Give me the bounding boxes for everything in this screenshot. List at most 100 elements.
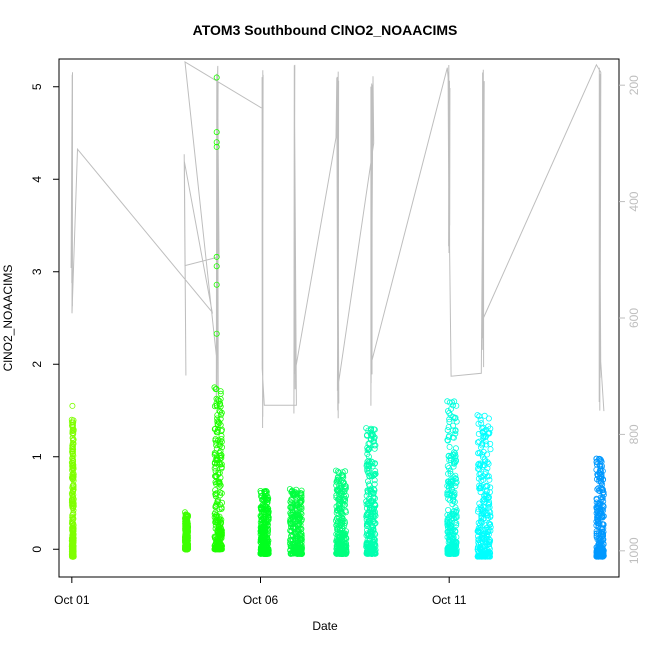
data-point	[218, 490, 225, 497]
x-tick-label: Oct 01	[54, 593, 90, 607]
data-point	[453, 514, 460, 521]
data-point	[337, 517, 344, 524]
y2-tick-label: 600	[627, 308, 641, 328]
y2-tick-label: 800	[627, 424, 641, 444]
data-point	[368, 550, 375, 557]
data-point	[341, 536, 348, 543]
data-point	[451, 519, 458, 526]
data-point	[70, 486, 77, 493]
data-point	[599, 467, 606, 474]
data-point	[212, 456, 219, 463]
data-point	[482, 483, 489, 490]
y-tick-label: 5	[30, 83, 44, 90]
data-point-outlier	[213, 129, 220, 136]
data-point	[448, 550, 455, 557]
data-point-outlier	[213, 263, 220, 270]
data-point	[366, 487, 373, 494]
data-point	[212, 491, 219, 498]
data-point	[70, 526, 77, 533]
data-point	[292, 521, 299, 528]
data-point	[445, 506, 452, 513]
data-point	[363, 513, 370, 520]
data-point	[343, 548, 350, 555]
data-point	[476, 485, 483, 492]
data-point	[598, 471, 605, 478]
data-point	[367, 488, 374, 495]
data-point	[287, 516, 294, 523]
data-point	[598, 526, 605, 533]
data-point	[366, 520, 373, 527]
data-point	[293, 486, 300, 493]
data-point	[479, 549, 486, 556]
data-point	[297, 515, 304, 522]
data-point	[599, 551, 606, 558]
data-point	[479, 497, 486, 504]
data-point	[340, 496, 347, 503]
data-point	[476, 413, 483, 420]
data-point	[363, 432, 370, 439]
data-point	[69, 426, 76, 433]
data-point	[182, 512, 189, 519]
data-point-outlier	[213, 139, 220, 146]
data-point	[448, 533, 455, 540]
data-point	[446, 491, 453, 498]
data-point	[265, 509, 272, 516]
data-point	[369, 463, 376, 470]
data-point	[363, 501, 370, 508]
data-point	[213, 511, 220, 518]
data-point	[298, 490, 305, 497]
data-point	[335, 531, 342, 538]
data-point	[444, 398, 451, 405]
data-point	[486, 500, 493, 507]
data-point	[337, 506, 344, 513]
data-point	[292, 524, 299, 531]
data-point	[70, 437, 77, 444]
data-point	[212, 534, 219, 541]
data-point	[453, 539, 460, 546]
data-point	[70, 458, 77, 465]
data-point	[333, 503, 340, 510]
data-point	[452, 459, 459, 466]
data-point	[211, 426, 218, 433]
data-point	[342, 468, 349, 475]
data-point	[476, 463, 483, 470]
data-point	[484, 430, 491, 437]
data-point	[261, 509, 268, 516]
data-point	[371, 481, 378, 488]
data-point-outlier	[213, 330, 220, 337]
data-point	[286, 540, 293, 547]
data-point	[597, 552, 604, 559]
data-point	[265, 514, 272, 521]
data-point	[480, 433, 487, 440]
data-point	[445, 465, 452, 472]
data-point	[262, 503, 269, 510]
data-point	[69, 451, 76, 458]
data-point	[342, 485, 349, 492]
data-point	[475, 529, 482, 536]
data-point	[596, 455, 603, 462]
data-point	[479, 429, 486, 436]
data-point	[336, 550, 343, 557]
data-point	[183, 520, 190, 527]
data-point	[486, 498, 493, 505]
y-tick-label: 2	[30, 361, 44, 368]
data-point	[479, 425, 486, 432]
data-point	[598, 478, 605, 485]
data-point	[184, 544, 191, 551]
data-point-outlier	[213, 281, 220, 288]
data-point	[363, 462, 370, 469]
data-point	[484, 530, 491, 537]
data-point-outlier	[213, 253, 220, 260]
data-point	[339, 525, 346, 532]
data-point	[445, 433, 452, 440]
data-point	[218, 432, 225, 439]
data-point	[288, 496, 295, 503]
data-point	[184, 523, 191, 530]
data-point	[451, 415, 458, 422]
data-point	[366, 473, 373, 480]
data-point	[336, 484, 343, 491]
data-point	[212, 468, 219, 475]
y-tick-label: 4	[30, 176, 44, 183]
data-point	[70, 484, 77, 491]
data-point	[477, 539, 484, 546]
